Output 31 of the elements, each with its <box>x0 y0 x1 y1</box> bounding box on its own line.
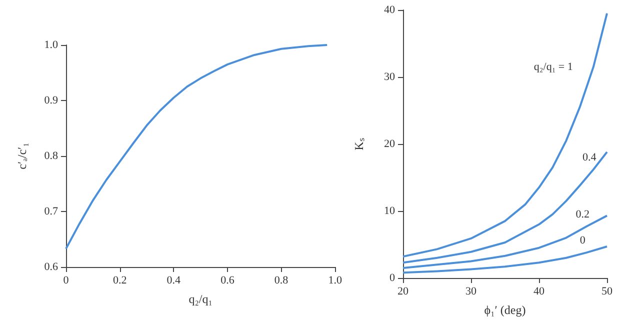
x-tick-label: 0.2 <box>112 274 127 286</box>
y-axis-title: c′ₐ/c′₁ <box>15 142 29 170</box>
line-series <box>402 12 608 258</box>
y-tick-label: 10 <box>384 205 396 217</box>
series-label: q₂/q₁ = 1 <box>534 60 573 73</box>
x-tick-label: 40 <box>534 286 545 298</box>
series-label: 0 <box>580 234 586 247</box>
y-tick-label: 0.8 <box>44 150 58 162</box>
y-tick-label: 0.6 <box>44 261 58 273</box>
x-tick-label: 0.6 <box>220 274 235 286</box>
series-label: 0.2 <box>576 208 590 220</box>
x-tick-label: 0.8 <box>274 274 289 286</box>
x-tick-label: 30 <box>466 286 477 298</box>
line-series <box>402 246 608 274</box>
y-axis-title: Kₛ <box>352 138 366 150</box>
x-tick-label: 1.0 <box>328 274 342 286</box>
series-label: 0.4 <box>582 151 597 164</box>
x-axis-title: q₂/q₁ <box>188 292 212 306</box>
y-tick-label: 1.0 <box>44 39 58 51</box>
y-tick-label: 0.7 <box>44 206 58 218</box>
x-axis-title: ϕ₁′ (deg) <box>484 303 526 317</box>
y-tick-label: 40 <box>384 4 396 16</box>
line-series <box>65 44 328 250</box>
x-tick-label: 0 <box>63 274 70 286</box>
y-tick-label: 0.9 <box>44 94 58 106</box>
y-tick-label: 30 <box>384 71 396 83</box>
x-tick-label: 0.4 <box>166 274 182 286</box>
x-tick-label: 20 <box>398 286 409 298</box>
x-tick-label: 50 <box>602 286 613 298</box>
line-series <box>402 151 608 264</box>
y-tick-label: 20 <box>384 138 396 150</box>
